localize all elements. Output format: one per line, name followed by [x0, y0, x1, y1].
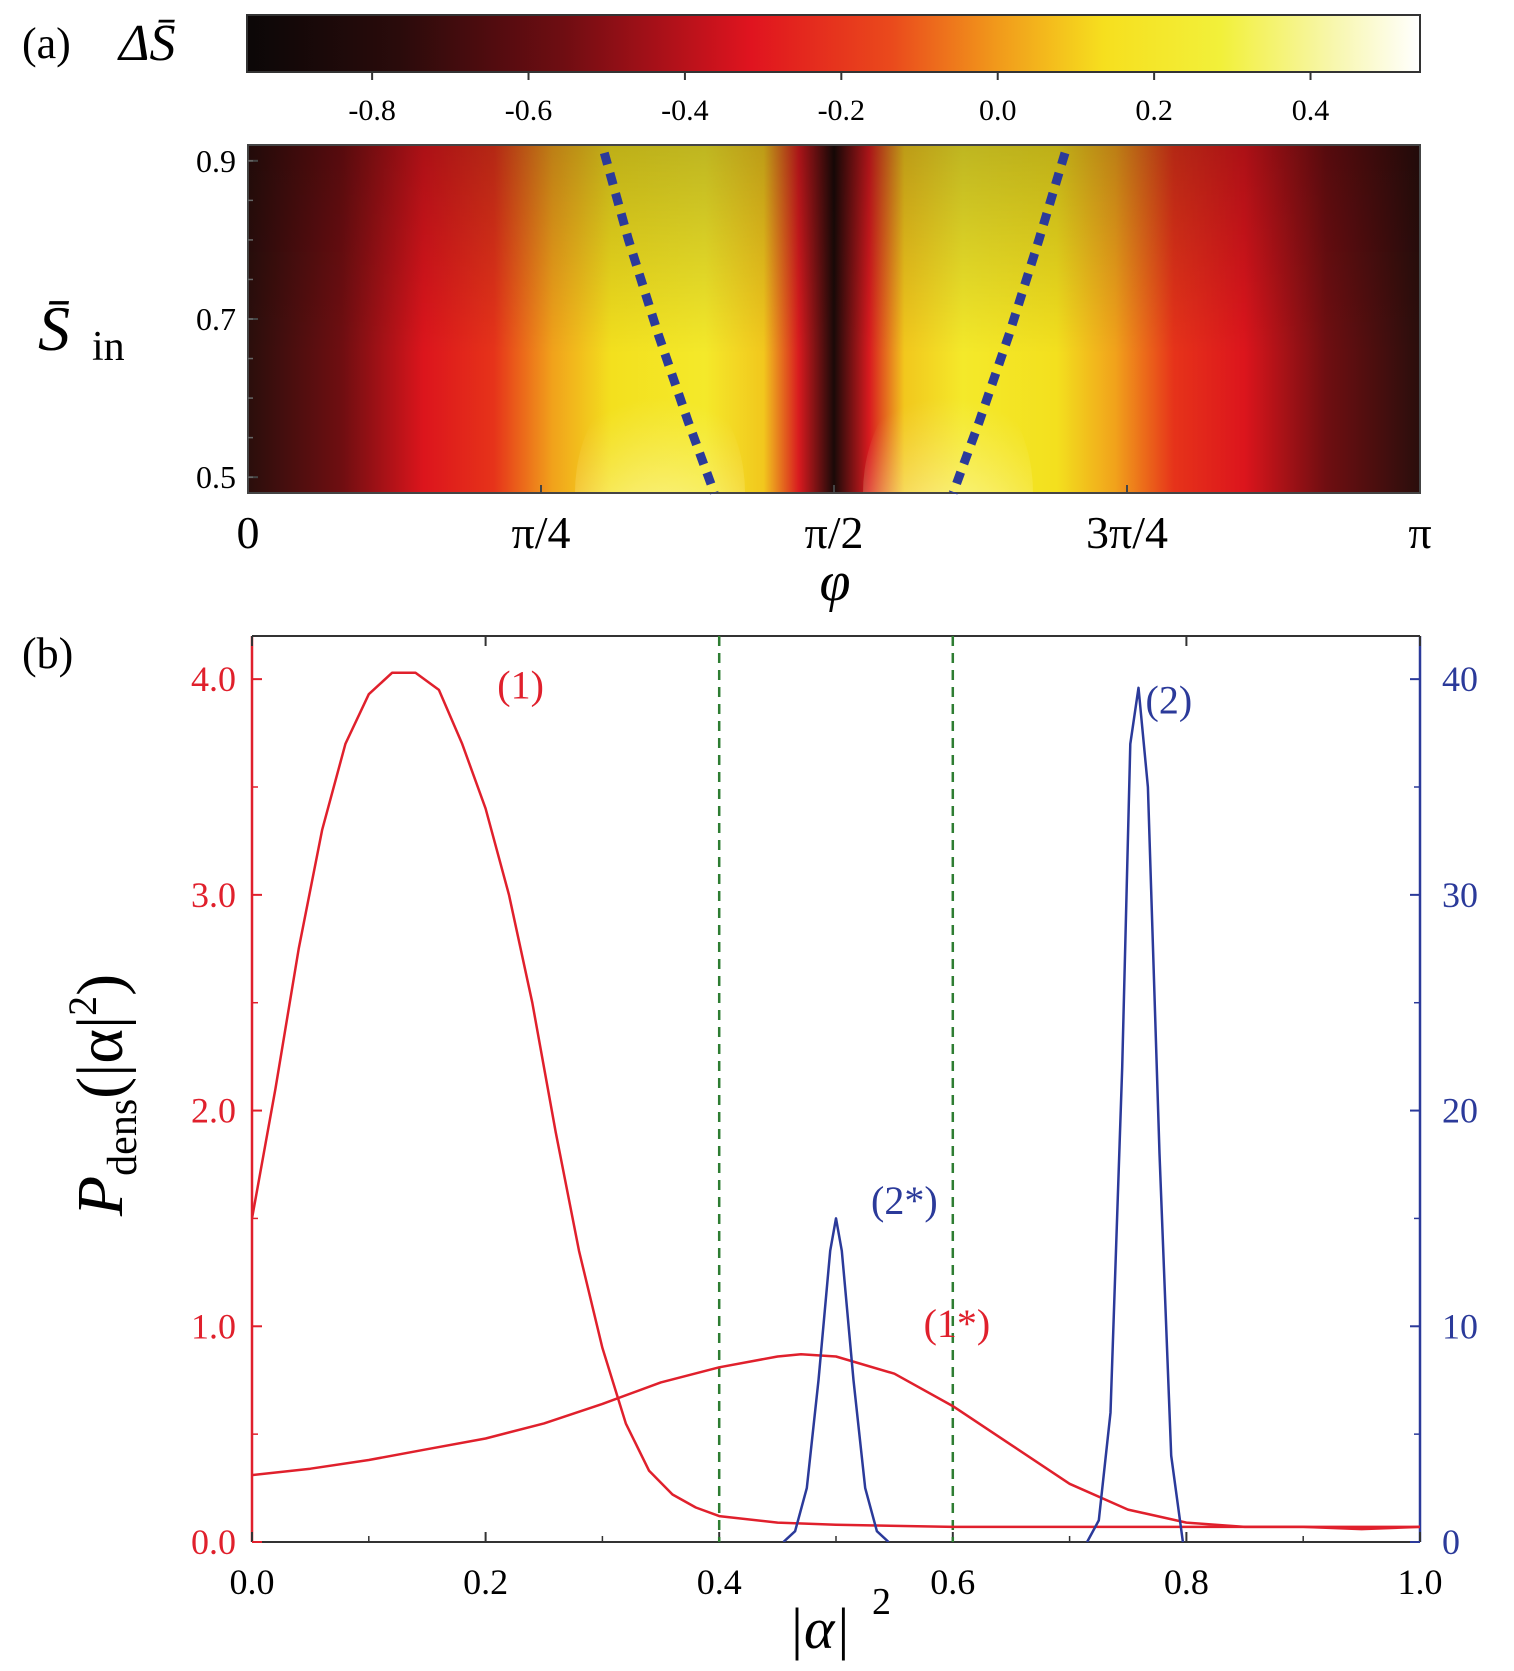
colorbar-tick-label: -0.4	[661, 94, 709, 127]
left-y-tick-label: 4.0	[191, 659, 236, 699]
x-tick-label: 0.6	[930, 1562, 975, 1602]
x-tick-label: 1.0	[1398, 1562, 1443, 1602]
series-line	[1086, 686, 1185, 1542]
heatmap-ytick-label: 0.5	[196, 459, 236, 495]
heatmap-xtick-label: π/4	[511, 507, 570, 558]
right-y-tick-label: 10	[1442, 1306, 1478, 1346]
colorbar-tick-label: -0.8	[348, 94, 396, 127]
panel-label-b: (b)	[22, 629, 73, 678]
colorbar-ticks: -0.8 -0.6 -0.4 -0.2 0.0 0.2 0.4	[348, 72, 1329, 127]
line-xlabel: |α| 2	[788, 1581, 891, 1661]
heatmap-ylabel-sub: in	[92, 324, 125, 370]
series-line	[782, 1217, 890, 1542]
heatmap-overlays	[248, 145, 1420, 493]
heatmap-xtick-label: π/2	[804, 507, 863, 558]
panel-a: (a) ΔS̄ -0.8 -0.6 -0.4 -0.2 0.0 0.2 0.4 0 π/4 π/…	[22, 14, 1432, 613]
panel-label-a: (a)	[22, 19, 71, 68]
svg-text:Pdens(|α|2): Pdens(|α|2)	[60, 974, 146, 1217]
x-tick-label: 0.4	[697, 1562, 742, 1602]
x-tick-label: 0.2	[463, 1562, 508, 1602]
colorbar-tick-label: 0.0	[979, 94, 1017, 127]
x-tick-label: 0.0	[230, 1562, 275, 1602]
heatmap-ytick-label: 0.9	[196, 143, 236, 179]
line-chart-ticks: 0.0 0.2 0.4 0.6 0.8 1.0 0.0 1.0 2.0 3.0 4.0 0 10 20 30…	[191, 636, 1478, 1602]
dashed-vlines	[717, 636, 955, 1542]
right-y-tick-label: 20	[1442, 1091, 1478, 1131]
heatmap-xtick-label: π	[1408, 507, 1431, 558]
left-y-tick-label: 2.0	[191, 1091, 236, 1131]
colorbar-tick-label: -0.6	[505, 94, 553, 127]
colorbar-label: ΔS̄	[117, 15, 176, 72]
line-xlabel-main: |α|	[788, 1596, 850, 1661]
series-lines	[252, 671, 1420, 1542]
dotted-curves	[599, 151, 1070, 495]
right-y-tick-label: 30	[1442, 875, 1478, 915]
heatmap-ylabel-main: S̄	[38, 293, 70, 364]
heatmap-axes: 0 π/4 π/2 3π/4 π 0.5 0.7 0.9	[196, 143, 1432, 558]
line-ylabel-arg: (|α|	[64, 1016, 137, 1099]
panel-b: (b) 0.0 0.2 0.4 0.6 0.8 1.0 0.0 1.0 2.0 3.0 4.0 0 10…	[22, 629, 1478, 1661]
heatmap-xtick-label: 0	[237, 507, 260, 558]
line-ylabel: Pdens(|α|2)	[60, 974, 146, 1217]
series-label: (1*)	[924, 1301, 991, 1346]
right-y-tick-label: 0	[1442, 1522, 1460, 1562]
series-line	[252, 671, 1420, 1529]
colorbar-tick-label: -0.2	[818, 94, 866, 127]
heatmap-shading	[248, 145, 1420, 493]
heatmap-ylabel: S̄ in	[38, 293, 125, 370]
heatmap-ytick-label: 0.7	[196, 301, 236, 337]
colorbar-tick-label: 0.4	[1292, 94, 1330, 127]
line-ylabel-arg-sup: 2	[60, 996, 105, 1016]
right-y-tick-label: 40	[1442, 659, 1478, 699]
x-tick-label: 0.8	[1164, 1562, 1209, 1602]
line-xlabel-sup: 2	[872, 1581, 891, 1623]
series-label: (2)	[1146, 678, 1193, 723]
colorbar	[246, 14, 1421, 73]
heatmap-xlabel: φ	[820, 551, 851, 613]
left-y-tick-label: 1.0	[191, 1306, 236, 1346]
line-ylabel-main: P	[64, 1176, 137, 1217]
series-labels: (1) (1*) (2*) (2)	[497, 663, 1192, 1347]
series-line	[252, 1353, 1420, 1531]
left-y-tick-label: 3.0	[191, 875, 236, 915]
dotted-curve	[599, 151, 719, 495]
series-label: (1)	[497, 663, 544, 708]
heatmap-xtick-label: 3π/4	[1086, 507, 1168, 558]
line-ylabel-arg-close: )	[64, 974, 137, 996]
colorbar-tick-label: 0.2	[1135, 94, 1173, 127]
colorbar-label-text: ΔS̄	[117, 15, 176, 72]
dotted-curve	[948, 151, 1070, 495]
left-y-tick-label: 0.0	[191, 1522, 236, 1562]
series-label: (2*)	[871, 1178, 938, 1223]
line-ylabel-sub: dens	[100, 1099, 146, 1176]
